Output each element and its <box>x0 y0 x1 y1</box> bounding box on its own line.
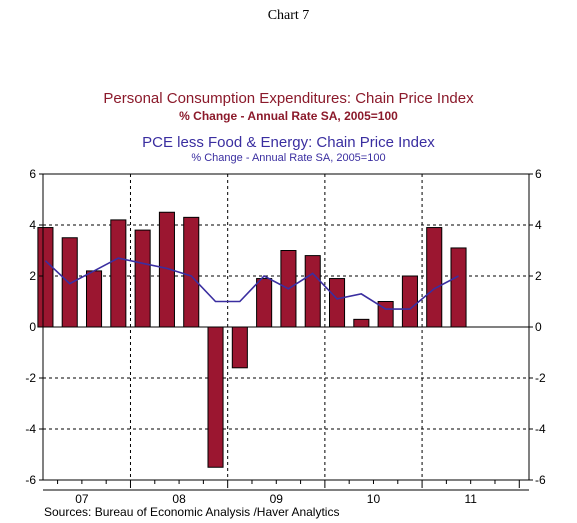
y-tick-label-right: 6 <box>535 167 542 181</box>
y-tick-label-left: -6 <box>25 473 36 487</box>
bar-2009Q2 <box>256 278 273 328</box>
bar-2010Q1 <box>328 278 346 328</box>
y-tick-label-right: -6 <box>535 473 546 487</box>
bar-2008Q2 <box>158 211 175 328</box>
secondary-title: PCE less Food & Energy: Chain Price Inde… <box>142 134 435 151</box>
bar-2010Q2 <box>353 318 370 328</box>
chart-title: Personal Consumption Expenditures: Chain… <box>103 90 474 107</box>
y-tick-label-left: -4 <box>25 422 36 436</box>
y-tick-label-left: 2 <box>29 269 36 283</box>
x-tick-label: 11 <box>464 492 477 506</box>
bar-2007Q4 <box>110 219 127 328</box>
y-tick-label-right: -2 <box>535 371 546 385</box>
x-tick-label: 07 <box>75 492 89 506</box>
y-tick-label-right: 0 <box>535 320 542 334</box>
bar-2007Q2 <box>61 237 78 328</box>
secondary-subtitle: % Change - Annual Rate SA, 2005=100 <box>191 152 386 164</box>
bar-2011Q2 <box>450 247 467 328</box>
bar-2008Q3 <box>183 216 200 328</box>
y-tick-label-right: -4 <box>535 422 546 436</box>
y-tick-label-left: -2 <box>25 371 36 385</box>
bar-2007Q3 <box>85 270 103 328</box>
chart-subtitle: % Change - Annual Rate SA, 2005=100 <box>179 109 398 123</box>
bar-2010Q4 <box>401 275 418 328</box>
bar-2011Q1 <box>426 227 443 328</box>
x-tick-label: 09 <box>270 492 284 506</box>
y-tick-label-right: 2 <box>535 269 542 283</box>
y-tick-label-left: 6 <box>29 167 36 181</box>
bar-2007Q1 <box>37 227 54 328</box>
x-tick-label: 10 <box>367 492 381 506</box>
y-tick-label-right: 4 <box>535 218 542 232</box>
y-tick-label-left: 4 <box>29 218 36 232</box>
bar-2009Q4 <box>304 255 321 328</box>
bar-2010Q3 <box>377 301 394 328</box>
bar-2008Q1 <box>134 229 151 328</box>
bar-2009Q1 <box>231 326 248 369</box>
core-pce-line <box>44 257 459 310</box>
bar-2008Q4 <box>207 326 224 468</box>
chart-number-label: Chart 7 <box>267 8 310 23</box>
y-tick-label-left: 0 <box>29 320 36 334</box>
x-tick-label: 08 <box>172 492 186 506</box>
source-note: Sources: Bureau of Economic Analysis /Ha… <box>44 505 340 519</box>
